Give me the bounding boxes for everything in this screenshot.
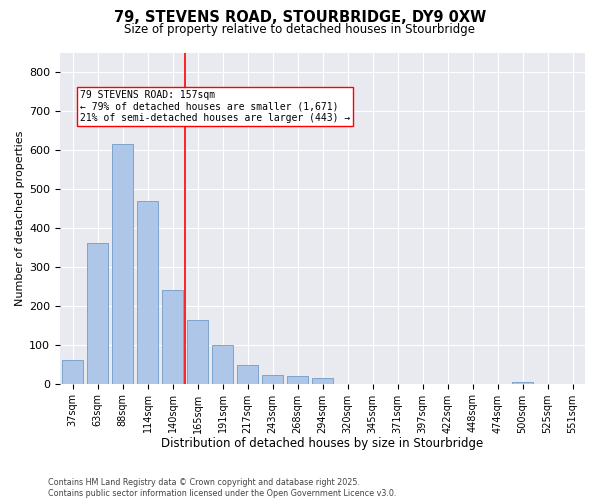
- Bar: [62, 360, 83, 384]
- Bar: [512, 382, 533, 384]
- Text: Contains HM Land Registry data © Crown copyright and database right 2025.
Contai: Contains HM Land Registry data © Crown c…: [48, 478, 397, 498]
- Bar: [237, 365, 258, 384]
- Bar: [187, 320, 208, 384]
- Text: 79 STEVENS ROAD: 157sqm
← 79% of detached houses are smaller (1,671)
21% of semi: 79 STEVENS ROAD: 157sqm ← 79% of detache…: [80, 90, 350, 122]
- Y-axis label: Number of detached properties: Number of detached properties: [15, 130, 25, 306]
- Bar: [287, 376, 308, 384]
- Text: Size of property relative to detached houses in Stourbridge: Size of property relative to detached ho…: [125, 22, 476, 36]
- Bar: [87, 244, 108, 384]
- X-axis label: Distribution of detached houses by size in Stourbridge: Distribution of detached houses by size …: [161, 437, 484, 450]
- Bar: [212, 344, 233, 384]
- Bar: [262, 375, 283, 384]
- Bar: [162, 290, 183, 384]
- Bar: [312, 378, 333, 384]
- Bar: [112, 144, 133, 384]
- Bar: [137, 200, 158, 384]
- Text: 79, STEVENS ROAD, STOURBRIDGE, DY9 0XW: 79, STEVENS ROAD, STOURBRIDGE, DY9 0XW: [114, 10, 486, 25]
